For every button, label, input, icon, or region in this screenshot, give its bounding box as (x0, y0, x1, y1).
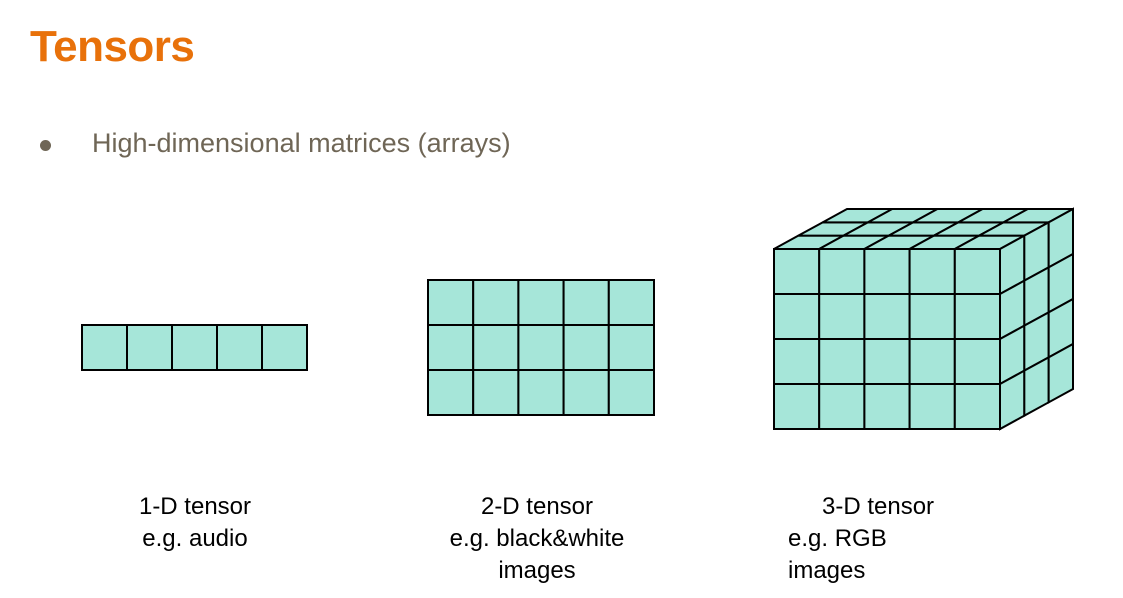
tensor-2d-cell (607, 324, 655, 371)
bullet-item: High-dimensional matrices (arrays) (40, 128, 511, 159)
tensor-2d-cell (472, 324, 520, 371)
tensor-3d-front-cell (953, 338, 1001, 385)
caption-2d-example: e.g. black&white (449, 525, 625, 552)
caption-2d: 2-D tensor e.g. black&white images (437, 491, 637, 587)
tensor-2d-diagram (427, 279, 655, 416)
tensor-1d-cell (171, 324, 218, 371)
tensor-3d-front-cell (863, 293, 911, 340)
caption-2d-example-cont: images (498, 557, 576, 584)
slide-title: Tensors (30, 22, 195, 71)
tensor-2d-cell (607, 279, 655, 326)
tensor-2d-cell (472, 369, 520, 416)
bullet-dot-icon (40, 139, 51, 151)
caption-3d-title: 3-D tensor (822, 493, 935, 520)
tensor-1d-cell (126, 324, 173, 371)
tensor-3d-front-cell (953, 383, 1001, 430)
tensor-3d-front-cell (773, 338, 821, 385)
caption-3d-example-cont: images (788, 557, 866, 584)
tensor-2d-cell (472, 279, 520, 326)
tensor-3d-front-cell (773, 248, 821, 295)
tensor-1d-cell (261, 324, 308, 371)
caption-3d-example: e.g. RGB (788, 525, 887, 552)
tensor-2d-cell (517, 324, 565, 371)
tensor-3d-front-cell (908, 248, 956, 295)
tensor-2d-cell (607, 369, 655, 416)
bullet-text: High-dimensional matrices (arrays) (92, 128, 511, 158)
tensor-2d-cell (427, 324, 475, 371)
tensor-3d-front-cell (908, 338, 956, 385)
tensor-3d-front-cell (953, 293, 1001, 340)
tensor-2d-cell (562, 279, 610, 326)
tensor-2d-cell (517, 369, 565, 416)
tensor-1d-cell (81, 324, 128, 371)
tensor-3d-side-cell (1047, 342, 1074, 405)
tensor-1d-cell (216, 324, 263, 371)
tensor-3d-front-cell (818, 383, 866, 430)
tensor-1d-diagram (81, 324, 308, 371)
tensor-2d-cell (517, 279, 565, 326)
caption-1d-example: e.g. audio (142, 525, 248, 552)
tensor-3d-front-cell (908, 293, 956, 340)
tensor-3d-front-cell (818, 248, 866, 295)
tensor-3d-front-cell (908, 383, 956, 430)
tensor-3d-front-cell (863, 383, 911, 430)
caption-2d-title: 2-D tensor (480, 493, 594, 520)
tensor-3d-front-cell (953, 248, 1001, 295)
tensor-3d-front-cell (773, 293, 821, 340)
tensor-3d-front-cell (818, 338, 866, 385)
tensor-2d-cell (562, 324, 610, 371)
tensor-3d-diagram (773, 207, 1074, 431)
tensor-3d-front-cell (818, 293, 866, 340)
caption-3d: 3-D tensor e.g. RGB images (788, 491, 968, 587)
tensor-2d-cell (562, 369, 610, 416)
tensor-2d-cell (427, 369, 475, 416)
tensor-3d-front-cell (863, 338, 911, 385)
tensor-3d-front-cell (863, 248, 911, 295)
tensor-2d-cell (427, 279, 475, 326)
tensor-3d-front-cell (773, 383, 821, 430)
caption-1d: 1-D tensor e.g. audio (130, 491, 260, 555)
caption-1d-title: 1-D tensor (138, 493, 252, 520)
